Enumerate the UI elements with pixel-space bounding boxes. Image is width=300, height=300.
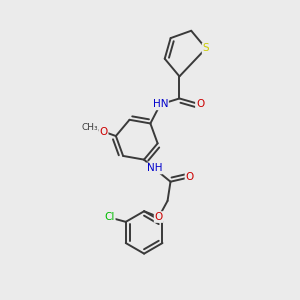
Text: S: S bbox=[202, 44, 209, 53]
Text: O: O bbox=[185, 172, 194, 182]
Text: HN: HN bbox=[153, 99, 168, 110]
Text: O: O bbox=[99, 127, 108, 136]
Text: O: O bbox=[154, 212, 163, 222]
Text: O: O bbox=[196, 99, 204, 110]
Text: CH₃: CH₃ bbox=[81, 123, 98, 132]
Text: NH: NH bbox=[147, 164, 162, 173]
Text: Cl: Cl bbox=[104, 212, 115, 222]
